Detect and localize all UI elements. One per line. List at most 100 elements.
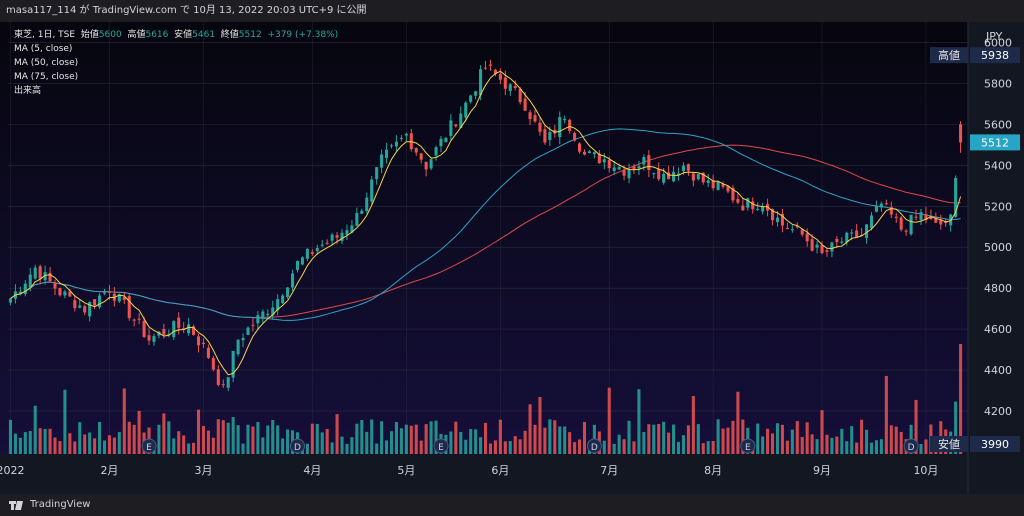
legend-volume[interactable]: 出来高 xyxy=(14,86,42,96)
candle-body xyxy=(276,299,280,311)
volume-bar xyxy=(855,442,859,454)
candle-body xyxy=(766,204,770,211)
volume-bar xyxy=(201,425,205,454)
candle-body xyxy=(241,338,245,341)
legend-ma5[interactable]: MA (5, close) xyxy=(14,44,73,54)
candle-body xyxy=(919,212,923,220)
volume-bar xyxy=(830,437,834,454)
volume-bar xyxy=(310,423,314,454)
candle-body xyxy=(800,229,804,235)
candle-body xyxy=(533,115,537,122)
x-tick-label: 5月 xyxy=(397,464,415,477)
volume-bar xyxy=(553,420,557,454)
volume-bar xyxy=(780,424,784,454)
high-label: 高値 xyxy=(127,30,146,40)
volume-bar xyxy=(157,424,161,454)
volume-bar xyxy=(602,440,606,454)
volume-bar xyxy=(251,426,255,454)
volume-bar xyxy=(182,435,186,454)
candle-body xyxy=(538,122,542,132)
candle-body xyxy=(93,299,97,306)
volume-bar xyxy=(548,419,552,454)
volume-bar xyxy=(657,424,661,454)
candle-body xyxy=(691,173,695,181)
currency-label: JPY xyxy=(985,30,1003,43)
volume-bar xyxy=(216,419,220,454)
volume-bar xyxy=(573,442,577,454)
candle-body xyxy=(281,295,285,304)
candle-body xyxy=(568,119,572,131)
candle-body xyxy=(78,305,82,308)
candle-body xyxy=(122,297,126,300)
volume-bar xyxy=(706,441,710,454)
volume-bar xyxy=(538,397,542,454)
volume-bar xyxy=(820,410,824,454)
volume-bar xyxy=(23,432,27,454)
volume-bar xyxy=(231,417,235,454)
candle-body xyxy=(236,339,240,355)
candle-body xyxy=(152,336,156,342)
volume-bar xyxy=(513,436,517,454)
candle-body xyxy=(127,296,131,319)
volume-bar xyxy=(761,436,765,454)
candle-body xyxy=(716,181,720,190)
x-tick-label: 4月 xyxy=(303,464,321,477)
volume-bar xyxy=(805,422,809,454)
volume-bar xyxy=(192,442,196,454)
volume-bar xyxy=(394,421,398,454)
tradingview-logo[interactable]: TradingView xyxy=(8,494,90,516)
candle-body xyxy=(874,205,878,212)
publish-header: masa117_114 が TradingView.com で 10月 13, … xyxy=(0,0,1024,22)
candle-body xyxy=(454,124,458,127)
volume-bar xyxy=(736,391,740,454)
candle-body xyxy=(513,86,517,88)
volume-bar xyxy=(865,429,869,454)
volume-bar xyxy=(884,375,888,454)
candle-body xyxy=(325,242,329,244)
volume-bar xyxy=(177,431,181,454)
volume-bar xyxy=(375,443,379,454)
volume-bar xyxy=(226,422,230,454)
candle-body xyxy=(107,291,111,293)
candle-body xyxy=(582,151,587,155)
candle-body xyxy=(315,248,319,252)
volume-bar xyxy=(716,419,720,454)
candle-body xyxy=(607,160,611,169)
y-tick-label: 5400 xyxy=(984,159,1012,172)
volume-bar xyxy=(399,428,403,454)
candle-body xyxy=(147,335,151,341)
candle-body xyxy=(360,210,364,214)
candle-body xyxy=(350,225,354,233)
volume-bar xyxy=(785,440,789,454)
high-tag-label: 高値 xyxy=(938,48,960,62)
candle-body xyxy=(162,329,166,335)
volume-bar xyxy=(741,419,745,454)
candle-body xyxy=(652,173,656,175)
candle-body xyxy=(102,292,107,294)
volume-bar xyxy=(261,437,265,454)
candle-body xyxy=(43,272,47,281)
candle-body xyxy=(845,232,849,243)
price-chart[interactable]: E D E D E D 4200 4400 4600 4800 5000 5200 5400 5600 5… xyxy=(0,22,1024,494)
candle-body xyxy=(701,172,705,183)
volume-bar xyxy=(652,424,656,454)
volume-bar xyxy=(389,431,394,454)
volume-bar xyxy=(256,421,260,454)
volume-bar xyxy=(647,424,651,454)
high-value: 5616 xyxy=(145,30,169,40)
candle-body xyxy=(503,77,507,89)
legend-ma50[interactable]: MA (50, close) xyxy=(14,58,79,68)
volume-bar xyxy=(617,434,621,454)
legend-ma75[interactable]: MA (75, close) xyxy=(14,72,79,82)
volume-bar xyxy=(335,414,339,454)
high-tag-value-bg xyxy=(970,47,1020,64)
candle-body xyxy=(266,313,270,316)
volume-bar xyxy=(28,431,32,454)
chart-frame[interactable]: E D E D E D 4200 4400 4600 4800 5000 5200 5400 5600 5… xyxy=(0,22,1024,494)
event-marker xyxy=(433,438,449,454)
candle-body xyxy=(335,235,339,238)
volume-bar xyxy=(315,423,319,454)
candle-body xyxy=(879,203,883,208)
ma5-line xyxy=(10,70,962,376)
candle-body xyxy=(726,186,730,192)
